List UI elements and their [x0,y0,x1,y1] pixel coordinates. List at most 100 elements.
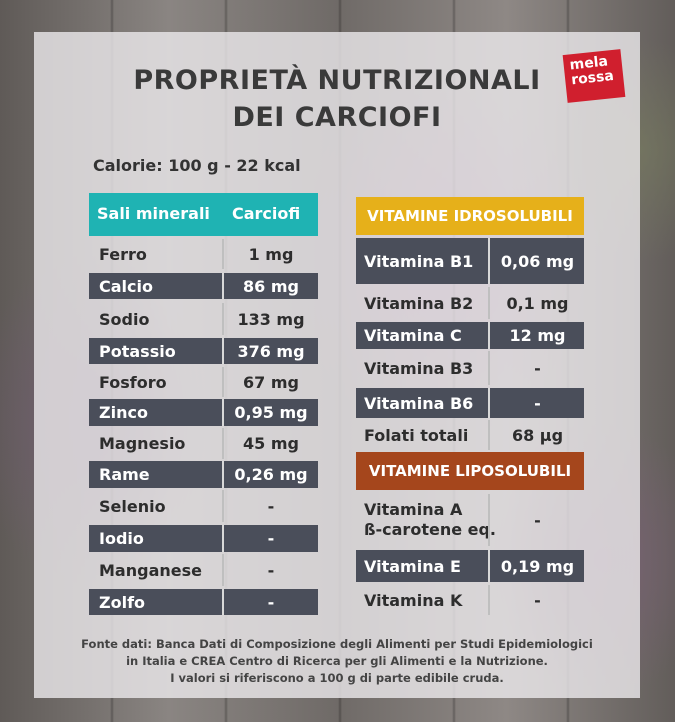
minerals-header-value: Carciofi [232,204,301,223]
vitamin-value: - [534,510,541,530]
table-row: Vitamina B6 - [356,388,584,418]
mineral-name: Calcio [99,276,153,296]
divider [222,239,224,269]
table-row: Vitamina K - [356,585,584,615]
mineral-value: - [267,496,275,516]
mineral-value: 133 mg [237,309,305,329]
vitamin-name-line-2: ß-carotene eq. [364,520,497,539]
mineral-value: 0,95 mg [234,403,308,422]
divider [488,494,490,546]
mineral-name: Zolfo [99,592,146,612]
source-line-3: I valori si riferiscono a 100 g di parte… [170,671,504,685]
mineral-name: Rame [99,465,150,484]
mineral-value: 67 mg [243,372,299,392]
mineral-value: - [267,560,275,580]
mineral-name: Iodio [99,529,144,548]
vitamin-name: Vitamina B6 [364,393,474,413]
title-line-2: DEI CARCIOFI [232,102,442,133]
divider [488,585,490,615]
divider [222,490,224,522]
table-row: Vitamina B3 - [356,351,584,385]
source-line-1: Fonte dati: Banca Dati di Composizione d… [81,637,593,651]
table-row: Potassio 376 mg [89,338,318,364]
table-row: Ferro 1 mg [89,239,318,269]
divider [488,322,490,349]
table-row: Magnesio 45 mg [89,428,318,459]
table-row: Vitamina B1 0,06 mg [356,238,584,284]
divider [222,589,224,615]
mineral-value: 86 mg [243,276,299,296]
divider [222,525,224,552]
table-row: Calcio 86 mg [89,273,318,299]
mineral-value: 45 mg [243,434,299,453]
table-row: Vitamina B2 0,1 mg [356,287,584,319]
divider [222,338,224,364]
mineral-value: 1 mg [248,244,294,264]
page-title: PROPRIETÀ NUTRIZIONALI DEI CARCIOFI [34,62,640,136]
vitamin-name: Vitamina E [364,556,461,576]
divider [488,388,490,418]
info-panel [34,32,640,698]
source-note: Fonte dati: Banca Dati di Composizione d… [34,636,640,687]
vitamin-name: Vitamina C [364,326,462,345]
vitamin-value: - [534,393,541,413]
vitamin-name: Vitamina K [364,590,463,610]
vitamin-value: 0,19 mg [500,556,575,576]
table-row: Zolfo - [89,589,318,615]
minerals-header-name: Sali minerali [97,204,210,223]
mineral-name: Selenio [99,496,166,516]
divider [488,351,490,385]
divider [488,420,490,450]
divider [222,428,224,459]
table-row: Vitamina A ß-carotene eq. - [356,494,584,546]
divider [222,367,224,397]
mineral-value: 376 mg [237,341,305,361]
table-row: Manganese - [89,554,318,586]
mineral-name: Sodio [99,309,150,329]
mineral-value: 0,26 mg [234,465,308,484]
minerals-table-header: Sali minerali Carciofi [89,193,318,236]
vitamin-name: Vitamina A ß-carotene eq. [364,494,496,546]
mineral-name: Fosforo [99,372,167,392]
mineral-value: - [267,529,275,548]
vitamin-name: Vitamina B3 [364,358,474,378]
mineral-name: Potassio [99,341,176,361]
table-row: Vitamina C 12 mg [356,322,584,349]
vitamin-value: - [534,590,541,610]
mineral-name: Manganese [99,560,202,580]
table-row: Vitamina E 0,19 mg [356,550,584,582]
divider [222,461,224,488]
vitamin-name: Vitamina B2 [364,293,474,313]
divider [222,273,224,299]
divider [222,399,224,426]
vitamin-value: 0,1 mg [506,293,569,313]
source-line-2: in Italia e CREA Centro di Ricerca per g… [126,654,548,668]
table-row: Rame 0,26 mg [89,461,318,488]
mineral-name: Ferro [99,244,147,264]
table-row: Folati totali 68 µg [356,420,584,450]
title-line-1: PROPRIETÀ NUTRIZIONALI [133,65,541,96]
water-soluble-vitamins-header: VITAMINE IDROSOLUBILI [356,197,584,235]
vitamin-value: 0,06 mg [500,251,575,271]
mineral-name: Magnesio [99,434,186,453]
table-row: Fosforo 67 mg [89,367,318,397]
mineral-name: Zinco [99,403,148,422]
fat-soluble-vitamins-header: VITAMINE LIPOSOLUBILI [356,452,584,490]
divider [222,303,224,335]
divider [488,238,490,284]
vitamin-value: 68 µg [511,425,564,445]
vitamin-name: Vitamina B1 [364,251,474,271]
calorie-info: Calorie: 100 g - 22 kcal [93,156,301,175]
divider [222,554,224,586]
vitamin-name-line-1: Vitamina A [364,500,463,519]
divider [488,287,490,319]
table-row: Selenio - [89,490,318,522]
vitamin-name: Folati totali [364,425,469,445]
table-row: Iodio - [89,525,318,552]
mineral-value: - [267,592,275,612]
table-row: Zinco 0,95 mg [89,399,318,426]
table-row: Sodio 133 mg [89,303,318,335]
divider [488,550,490,582]
vitamin-value: 12 mg [509,326,566,345]
vitamin-value: - [534,358,541,378]
